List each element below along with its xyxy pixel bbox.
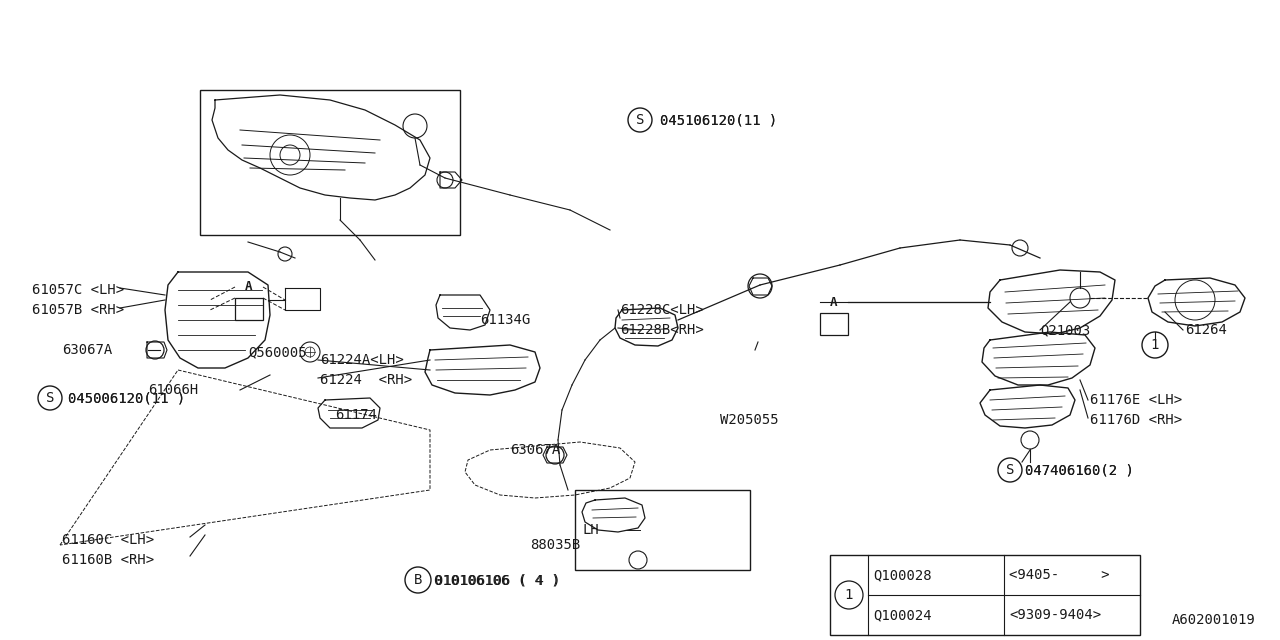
Text: 61066H: 61066H	[148, 383, 198, 397]
Text: 61176E <LH>: 61176E <LH>	[1091, 393, 1183, 407]
Text: A: A	[246, 280, 252, 294]
Bar	[575, 490, 750, 570]
Text: S: S	[636, 113, 644, 127]
Bar	[236, 298, 262, 320]
Text: <9405-     >: <9405- >	[1009, 568, 1110, 582]
Text: 61224  <RH>: 61224 <RH>	[320, 373, 412, 387]
Text: 045106120(11 ): 045106120(11 )	[660, 113, 777, 127]
Text: A: A	[831, 296, 837, 308]
Text: 61176D <RH>: 61176D <RH>	[1091, 413, 1183, 427]
Bar	[200, 90, 460, 235]
Text: 88035B: 88035B	[530, 538, 580, 552]
Text: <9309-9404>: <9309-9404>	[1009, 608, 1101, 622]
Text: Q100024: Q100024	[873, 608, 932, 622]
Text: 61228B<RH>: 61228B<RH>	[620, 323, 704, 337]
Text: 045006120(11 ): 045006120(11 )	[68, 391, 186, 405]
Text: 61264: 61264	[1185, 323, 1226, 337]
Text: 61057C <LH>: 61057C <LH>	[32, 283, 124, 297]
Text: 63067A: 63067A	[61, 343, 113, 357]
Text: Q560005: Q560005	[248, 345, 307, 359]
Text: S: S	[46, 391, 54, 405]
Text: 63067A: 63067A	[509, 443, 561, 457]
Text: 045006120(11 ): 045006120(11 )	[68, 391, 186, 405]
Text: 61224A<LH>: 61224A<LH>	[320, 353, 403, 367]
Text: 047406160(2 ): 047406160(2 )	[1025, 463, 1134, 477]
Bar	[820, 313, 849, 335]
Text: 61057B <RH>: 61057B <RH>	[32, 303, 124, 317]
Text: 045106120(11 ): 045106120(11 )	[660, 113, 777, 127]
Text: 010106106 ( 4 ): 010106106 ( 4 )	[434, 573, 559, 587]
Text: 61228C<LH>: 61228C<LH>	[620, 303, 704, 317]
Text: S: S	[1006, 463, 1014, 477]
Text: 61134G: 61134G	[480, 313, 530, 327]
Text: 1: 1	[1151, 338, 1160, 352]
Text: 61174: 61174	[335, 408, 376, 422]
Bar	[829, 555, 1140, 635]
Text: B: B	[413, 573, 422, 587]
Text: W205055: W205055	[719, 413, 778, 427]
Text: 1: 1	[845, 588, 854, 602]
Text: LH: LH	[582, 523, 600, 537]
Text: A602001019: A602001019	[1171, 613, 1254, 627]
Text: 61160C <LH>: 61160C <LH>	[61, 533, 154, 547]
Text: 047406160(2 ): 047406160(2 )	[1025, 463, 1134, 477]
Text: 61160B <RH>: 61160B <RH>	[61, 553, 154, 567]
Text: Q21003: Q21003	[1039, 323, 1091, 337]
Text: Q100028: Q100028	[873, 568, 932, 582]
Text: 010106106 ( 4 ): 010106106 ( 4 )	[435, 573, 561, 587]
